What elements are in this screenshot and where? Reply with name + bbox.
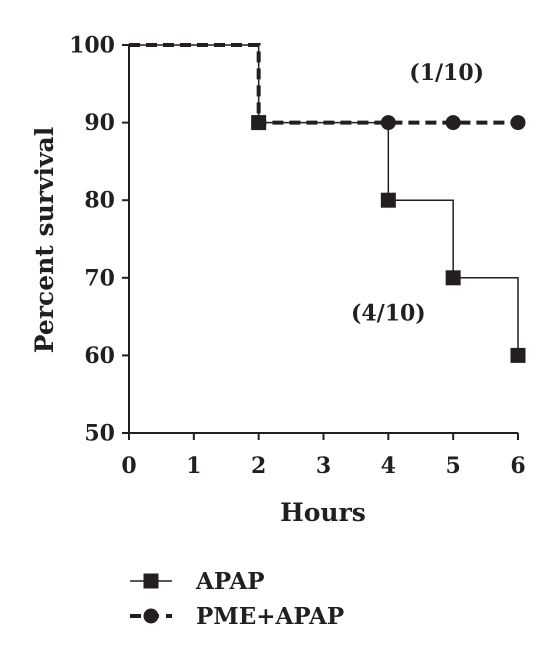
series-markers <box>251 115 526 363</box>
series-line-pme-apap <box>129 43 518 125</box>
data-point-pme-apap <box>251 115 267 131</box>
annotation-label: (4/10) <box>351 300 426 326</box>
x-axis-title: Hours <box>280 498 366 527</box>
legend-item-apap: APAP <box>130 568 265 595</box>
legend-marker-pme-apap <box>143 608 159 624</box>
legend-label-pme-apap: PME+APAP <box>196 603 344 630</box>
y-tick-label: 70 <box>84 265 115 291</box>
tick-labels: 50 60 70 80 90 100 0 1 2 3 4 5 6 <box>69 33 526 480</box>
x-tick-label: 2 <box>251 453 266 479</box>
legend: APAP PME+APAP <box>130 568 344 630</box>
y-axis-title: Percent survival <box>30 127 59 353</box>
x-tick-label: 0 <box>121 453 136 479</box>
x-tick-label: 1 <box>186 453 201 479</box>
y-tick-label: 50 <box>84 421 115 447</box>
x-tick-label: 5 <box>446 453 461 479</box>
x-tick-label: 3 <box>316 453 331 479</box>
data-point-pme-apap <box>380 115 396 131</box>
legend-item-pme-apap: PME+APAP <box>130 603 344 630</box>
annotation-label: (1/10) <box>409 60 484 86</box>
legend-label-apap: APAP <box>195 568 265 595</box>
series-lines <box>129 43 519 356</box>
y-tick-label: 90 <box>84 110 115 136</box>
x-tick-label: 6 <box>510 453 525 479</box>
y-tick-label: 80 <box>84 188 115 214</box>
legend-marker-apap <box>143 573 159 589</box>
y-tick-label: 100 <box>69 33 115 59</box>
x-tick-label: 4 <box>381 453 396 479</box>
axes <box>122 44 519 440</box>
series-line-apap <box>129 44 519 356</box>
data-point-apap <box>380 192 396 208</box>
data-point-pme-apap <box>510 115 526 131</box>
data-point-apap <box>445 270 461 286</box>
data-point-pme-apap <box>445 115 461 131</box>
y-tick-label: 60 <box>84 343 115 369</box>
data-point-apap <box>510 347 526 363</box>
annotations: (1/10) (4/10) <box>351 60 484 327</box>
